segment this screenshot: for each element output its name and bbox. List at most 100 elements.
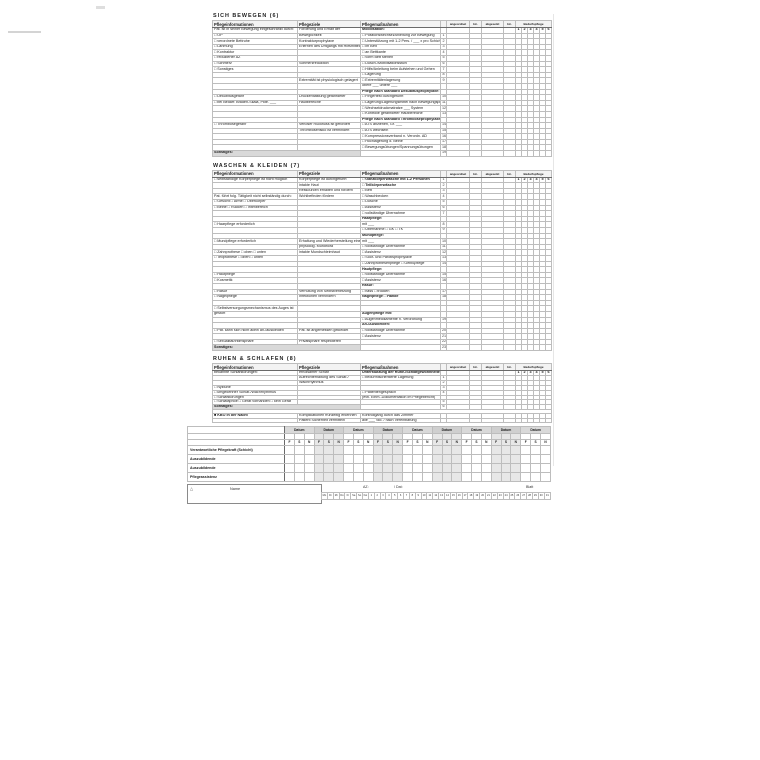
signature-cell[interactable] [520,453,532,464]
signature-cell[interactable] [352,444,364,455]
signature-cell[interactable] [539,444,552,455]
signature-cell[interactable] [303,471,315,482]
signature-cell[interactable] [451,444,463,455]
signature-cell[interactable] [510,444,522,455]
signature-cell[interactable] [392,453,404,464]
datum-header-cell[interactable]: Datum [284,426,315,435]
signature-cell[interactable] [402,453,413,464]
signature-cell[interactable] [333,453,345,464]
signature-cell[interactable] [510,453,522,464]
signature-cell[interactable] [303,444,315,455]
signature-cell[interactable] [402,471,413,482]
handzeichen-cell[interactable] [469,150,482,157]
signature-cell[interactable] [490,444,502,455]
abgesetzt-cell[interactable] [481,344,504,352]
signature-cell[interactable] [333,462,345,473]
signature-cell[interactable] [372,444,384,455]
signature-cell[interactable] [372,471,384,482]
bedarfspflege-cell[interactable] [544,94,553,101]
signature-cell[interactable] [333,444,345,455]
signature-cell[interactable] [392,462,404,473]
bedarfspflege-cell[interactable] [544,255,553,262]
signature-cell[interactable] [520,462,532,473]
bedarfspflege-cell[interactable] [544,344,553,352]
signature-cell[interactable] [500,453,512,464]
signature-cell[interactable] [362,471,374,482]
signature-cell[interactable] [451,471,463,482]
signature-cell[interactable] [362,453,374,464]
signature-cell[interactable] [530,471,541,482]
bedarfspflege-cell[interactable] [544,277,553,284]
signature-cell[interactable] [402,462,413,473]
signature-cell[interactable] [382,453,394,464]
datum-header-cell[interactable]: Datum [343,426,374,435]
signature-cell[interactable] [510,471,522,482]
signature-cell[interactable] [530,462,541,473]
signature-cell[interactable] [510,462,522,473]
signature-cell[interactable] [480,462,492,473]
signature-cell[interactable] [530,453,541,464]
bedarfspflege-cell[interactable] [544,110,553,118]
signature-cell[interactable] [352,453,364,464]
signature-cell[interactable] [471,471,482,482]
signature-cell[interactable] [451,453,463,464]
abgesetzt-cell[interactable] [481,417,504,424]
signature-cell[interactable] [421,453,433,464]
signature-cell[interactable] [411,453,423,464]
signature-cell[interactable] [480,471,492,482]
signature-cell[interactable] [490,453,502,464]
signature-cell[interactable] [382,444,394,455]
signature-cell[interactable] [520,444,532,455]
bedarfspflege-cell[interactable] [544,122,553,129]
info-cell[interactable]: □ Schlafapnoe □ Gerät vorhanden □ kein G… [212,399,298,406]
signature-cell[interactable] [323,462,335,473]
signature-cell[interactable] [343,453,354,464]
bedarfspflege-cell[interactable] [544,288,553,296]
signature-cell[interactable] [431,471,443,482]
signature-cell[interactable] [431,444,443,455]
angeordnet-cell[interactable] [446,344,470,352]
signature-cell[interactable] [293,471,305,482]
angeordnet-cell[interactable] [446,417,470,424]
signature-cell[interactable] [539,471,552,482]
bedarfspflege-cell[interactable] [544,99,553,107]
signature-cell[interactable] [333,471,345,482]
signature-cell[interactable] [530,444,541,455]
bedarfspflege-cell[interactable] [544,322,553,329]
bedarfspflege-cell[interactable] [544,305,553,312]
angeordnet-cell[interactable] [446,150,470,157]
signature-cell[interactable] [313,471,325,482]
signature-cell[interactable] [431,462,443,473]
handzeichen-cell[interactable] [503,150,516,157]
bedarfspflege-cell[interactable] [544,71,553,79]
signature-cell[interactable] [402,444,413,455]
bedarfspflege-cell[interactable] [544,266,553,273]
signature-cell[interactable] [352,471,364,482]
signature-cell[interactable] [382,471,394,482]
bedarfspflege-cell[interactable] [544,88,553,96]
signature-cell[interactable] [461,444,473,455]
bedarfspflege-cell[interactable] [544,60,553,68]
signature-cell[interactable] [461,462,473,473]
bedarfspflege-cell[interactable] [544,282,553,290]
signature-cell[interactable] [421,462,433,473]
bedarfspflege-cell[interactable] [544,77,553,84]
signature-cell[interactable] [284,453,295,464]
signature-cell[interactable] [382,462,394,473]
signature-cell[interactable] [480,453,492,464]
signature-cell[interactable] [441,444,453,455]
signature-cell[interactable] [293,453,305,464]
bedarfspflege-cell[interactable] [544,316,553,324]
handzeichen-cell[interactable] [503,417,516,424]
signature-cell[interactable] [421,444,433,455]
signature-cell[interactable] [411,462,423,473]
signature-cell[interactable] [431,453,443,464]
abgesetzt-cell[interactable] [481,150,504,157]
signature-cell[interactable] [362,444,374,455]
signature-cell[interactable] [313,444,325,455]
bedarfspflege-cell[interactable] [544,82,553,90]
signature-cell[interactable] [284,444,295,455]
signature-cell[interactable] [471,462,482,473]
bedarfspflege-cell[interactable] [544,271,553,279]
signature-cell[interactable] [313,462,325,473]
